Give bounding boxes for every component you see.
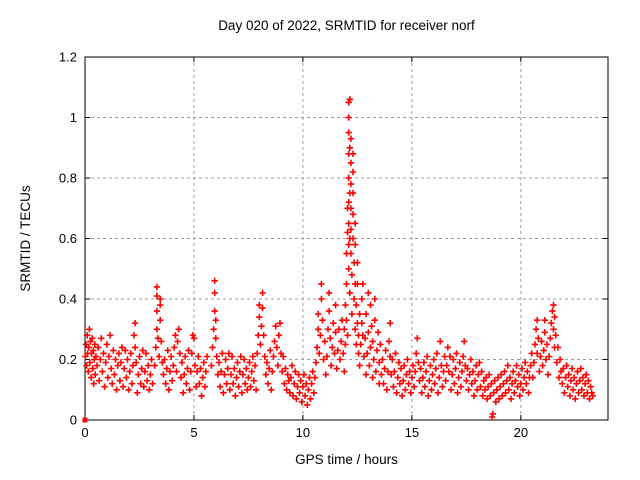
chart-title: Day 020 of 2022, SRMTID for receiver nor…	[218, 18, 475, 33]
x-axis-label: GPS time / hours	[295, 452, 398, 467]
scatter-points	[82, 96, 596, 421]
x-tick-label: 0	[81, 425, 88, 440]
y-tick-label: 0	[70, 413, 77, 428]
y-tick-label: 1.2	[59, 50, 77, 65]
y-tick-label: 0.4	[59, 292, 77, 307]
origin-point	[82, 417, 88, 423]
x-tick-label: 10	[296, 425, 310, 440]
x-tick-label: 20	[514, 425, 528, 440]
x-tick-label: 15	[405, 425, 419, 440]
y-tick-label: 0.6	[59, 231, 77, 246]
y-tick-label: 0.2	[59, 352, 77, 367]
x-tick-label: 5	[190, 425, 197, 440]
y-tick-label: 0.8	[59, 171, 77, 186]
y-tick-label: 1	[70, 110, 77, 125]
